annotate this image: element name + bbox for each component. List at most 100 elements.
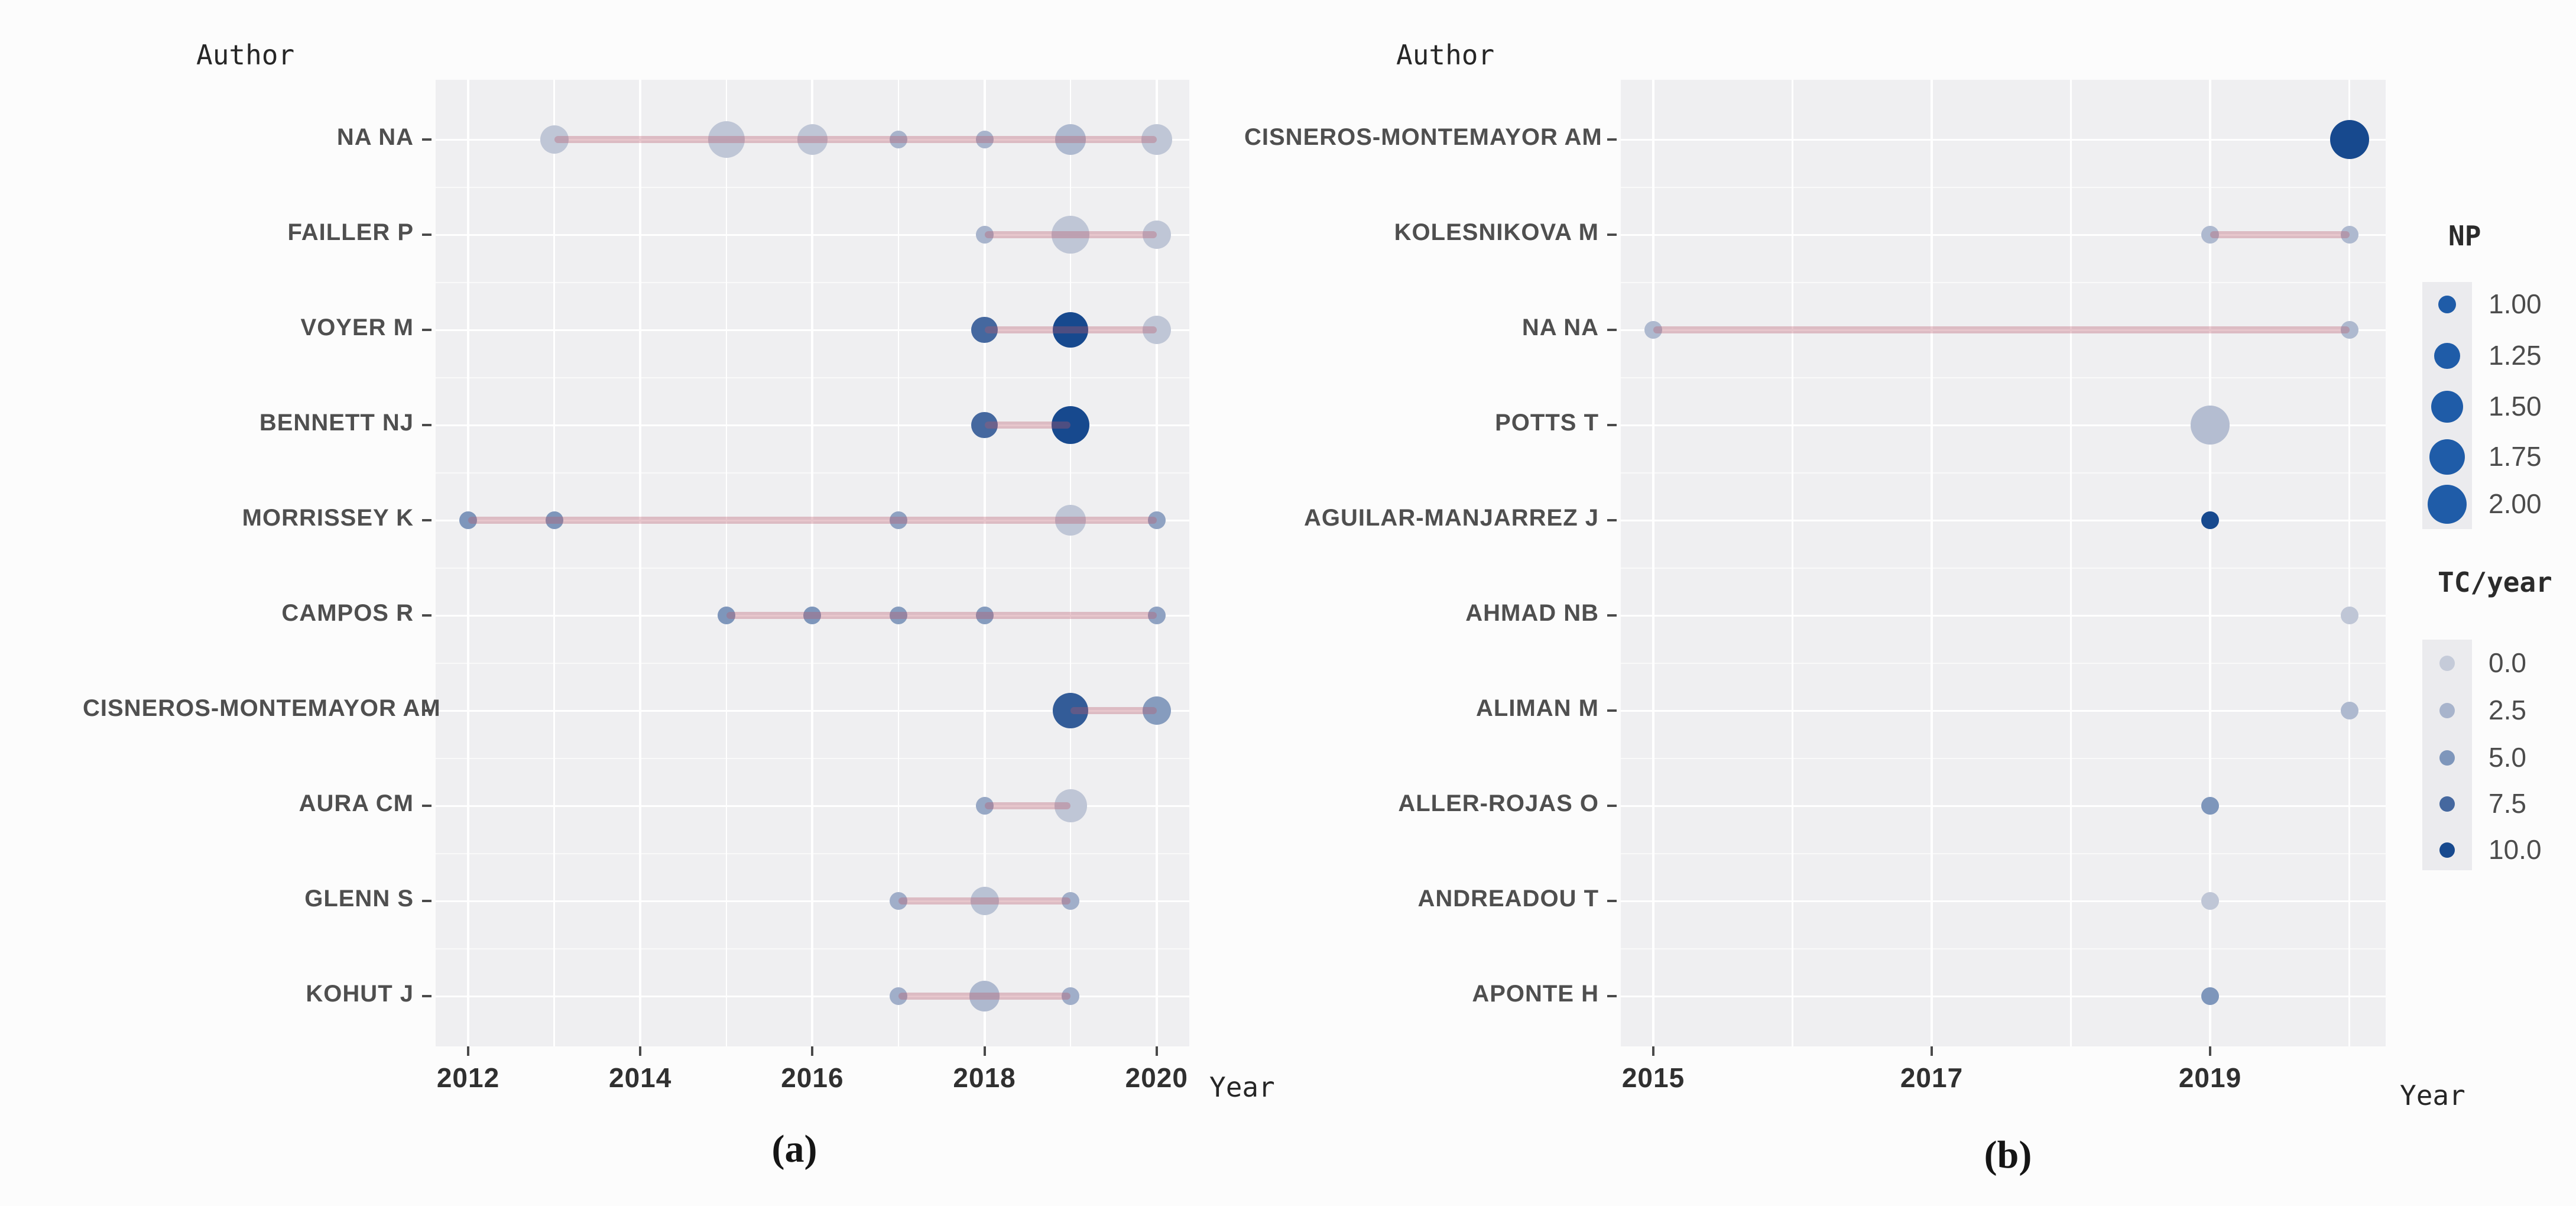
gridline-row-minor: [1621, 472, 2386, 474]
panel-caption-b: (b): [1984, 1133, 2032, 1176]
np-legend-label: 2.00: [2489, 488, 2542, 519]
gridline-year-2015: [725, 80, 728, 1046]
timeline-line: [984, 802, 1071, 809]
gridline-row: [1621, 424, 2386, 426]
gridline-row-minor: [1621, 567, 2386, 569]
data-point: [803, 607, 822, 624]
gridline-row: [436, 805, 1189, 807]
y-tick: [422, 900, 432, 902]
tc-legend-label: 5.0: [2489, 742, 2526, 773]
author-label: BENNETT NJ: [259, 410, 414, 436]
data-point: [970, 887, 999, 915]
data-point: [1147, 511, 1166, 529]
author-label: CISNEROS-MONTEMAYOR AM: [1244, 124, 1602, 150]
gridline-row: [1621, 805, 2386, 807]
author-label: ALLER-ROJAS O: [1398, 790, 1599, 816]
timeline-line: [468, 517, 1157, 524]
gridline-row: [1621, 900, 2386, 902]
data-point: [975, 607, 994, 624]
data-point: [2201, 987, 2219, 1005]
np-legend-circle: [2438, 296, 2456, 313]
np-legend-circle: [2431, 391, 2463, 423]
author-label: ALIMAN M: [1476, 695, 1599, 721]
tc-legend-label: 7.5: [2489, 788, 2526, 819]
y-tick: [422, 709, 432, 712]
author-label: CAMPOS R: [281, 600, 414, 626]
x-tick-label: 2018: [953, 1062, 1016, 1093]
gridline-row-minor: [436, 852, 1189, 854]
y-tick: [422, 519, 432, 521]
author-label: AURA CM: [299, 790, 414, 816]
data-point: [1054, 789, 1087, 822]
gridline-row-minor: [1621, 186, 2386, 188]
np-legend-label: 1.00: [2489, 288, 2542, 319]
gridline-row: [436, 900, 1189, 902]
gridline-year-2018: [983, 80, 986, 1046]
gridline-year-2019: [2209, 80, 2211, 1046]
gridline-year-2020: [2348, 80, 2350, 1046]
x-tick-label: 2016: [781, 1062, 844, 1093]
tc-legend-circle: [2439, 656, 2455, 671]
gridline-row-minor: [1621, 948, 2386, 949]
gridline-row: [1621, 709, 2386, 712]
tc-legend-circle: [2439, 796, 2455, 812]
gridline-year-2016: [1792, 80, 1793, 1046]
author-label: FAILLER P: [287, 219, 414, 245]
gridline-row: [1621, 138, 2386, 141]
y-tick: [1607, 709, 1617, 712]
data-point: [971, 316, 998, 343]
x-axis-title-a: Year: [1209, 1071, 1275, 1103]
x-tick-label: 2015: [1621, 1062, 1685, 1093]
gridline-year-2015: [1652, 80, 1654, 1046]
data-point: [975, 797, 994, 815]
y-axis-title-a: Author: [196, 39, 295, 71]
data-point: [969, 981, 1000, 1012]
gridline-row-minor: [436, 948, 1189, 949]
x-axis-title-b: Year: [2400, 1079, 2465, 1111]
timeline-line: [554, 136, 1157, 143]
data-point: [2201, 892, 2219, 910]
gridline-row-minor: [436, 186, 1189, 188]
x-tick: [2209, 1046, 2211, 1056]
gridline-row-minor: [436, 281, 1189, 283]
y-tick: [422, 805, 432, 807]
y-tick: [422, 138, 432, 141]
gridline-row: [436, 329, 1189, 331]
y-tick: [1607, 329, 1617, 331]
panel-caption-a: (a): [771, 1127, 817, 1171]
gridline-row-minor: [1621, 757, 2386, 759]
data-point: [890, 607, 907, 624]
data-point: [540, 125, 569, 154]
tc-legend-circle: [2439, 750, 2455, 766]
x-tick: [467, 1046, 469, 1056]
timeline-line: [1070, 707, 1157, 714]
x-tick: [639, 1046, 642, 1056]
y-tick: [1607, 234, 1617, 236]
tc-legend-label: 2.5: [2489, 695, 2526, 725]
gridline-row-minor: [436, 472, 1189, 474]
np-legend-label: 1.75: [2489, 441, 2542, 472]
data-point: [1062, 892, 1080, 910]
np-legend-circle: [2434, 343, 2460, 369]
data-point: [1055, 505, 1086, 536]
data-point: [797, 124, 828, 155]
data-point: [2340, 226, 2358, 244]
x-tick: [1931, 1046, 1933, 1056]
data-point: [890, 511, 907, 529]
gridline-row-minor: [1621, 852, 2386, 854]
gridline-year-2014: [639, 80, 642, 1046]
gridline-row-minor: [436, 377, 1189, 378]
y-tick: [1607, 900, 1617, 902]
gridline-row-minor: [1621, 377, 2386, 378]
y-tick: [422, 995, 432, 997]
data-point: [1052, 215, 1090, 254]
tc-legend-circle: [2439, 842, 2455, 858]
np-legend-title: NP: [2448, 220, 2481, 252]
data-point: [1052, 406, 1090, 445]
gridline-year-2017: [897, 80, 900, 1046]
timeline-line: [984, 231, 1157, 238]
y-tick: [1607, 138, 1617, 141]
data-point: [2330, 120, 2369, 159]
